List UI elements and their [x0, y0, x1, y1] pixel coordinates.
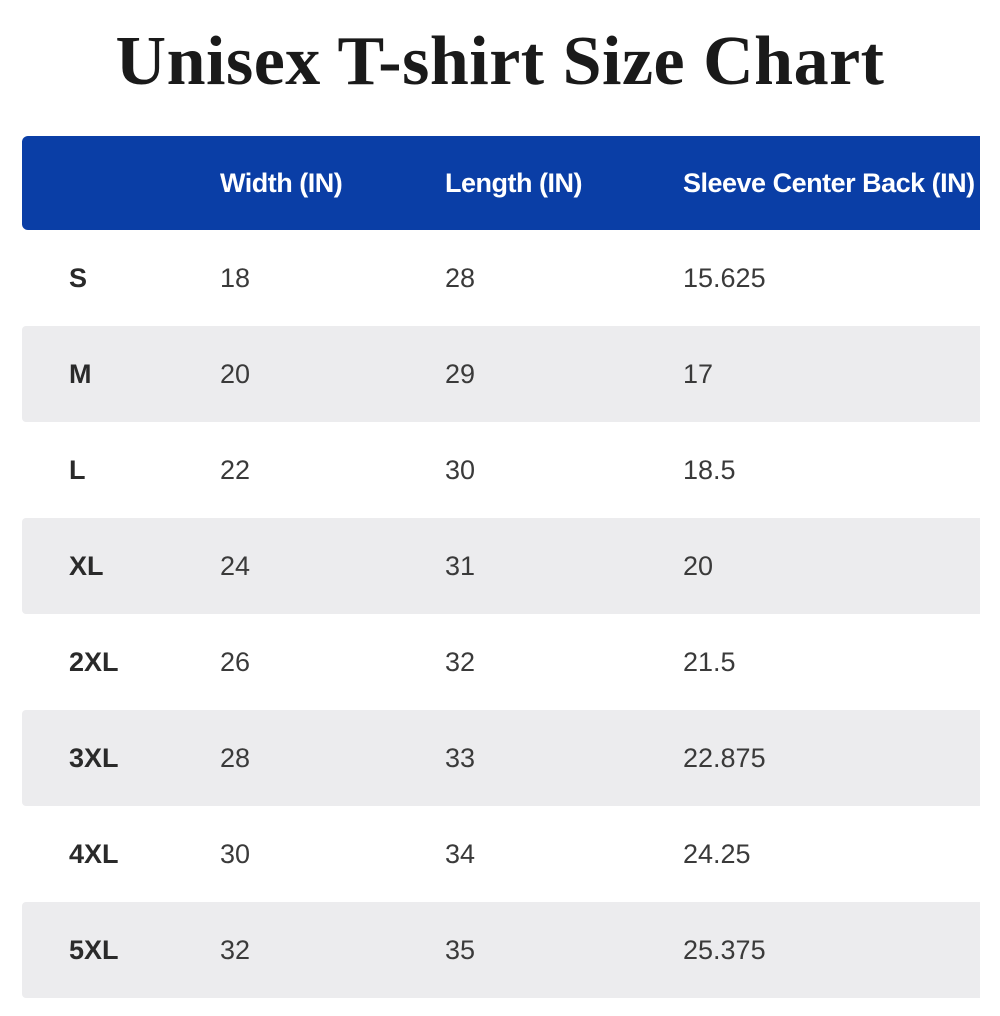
length-cell: 31 — [445, 551, 476, 581]
size-cell: 3XL — [69, 743, 119, 773]
length-cell: 29 — [445, 359, 476, 389]
width-cell: 30 — [220, 839, 251, 869]
size-cell: 5XL — [69, 935, 119, 965]
size-cell: L — [69, 455, 86, 485]
sleeve-cell: 15.625 — [683, 263, 766, 293]
width-cell: 26 — [220, 647, 251, 677]
sleeve-cell: 21.5 — [683, 647, 736, 677]
table-row: L 22 30 18.5 — [22, 422, 980, 518]
length-cell: 33 — [445, 743, 476, 773]
table-row: S 18 28 15.625 — [22, 230, 980, 326]
header-length: Length (IN) — [445, 168, 582, 198]
length-cell: 28 — [445, 263, 476, 293]
size-cell: XL — [69, 551, 104, 581]
table-row: 2XL 26 32 21.5 — [22, 614, 980, 710]
size-chart-table: Width (IN) Length (IN) Sleeve Center Bac… — [22, 136, 980, 998]
width-cell: 24 — [220, 551, 251, 581]
sleeve-cell: 25.375 — [683, 935, 766, 965]
size-cell: S — [69, 263, 88, 293]
length-cell: 34 — [445, 839, 476, 869]
sleeve-cell: 17 — [683, 359, 714, 389]
length-cell: 32 — [445, 647, 476, 677]
sleeve-cell: 24.25 — [683, 839, 751, 869]
size-cell: M — [69, 359, 92, 389]
width-cell: 32 — [220, 935, 251, 965]
sleeve-cell: 18.5 — [683, 455, 736, 485]
table-row: M 20 29 17 — [22, 326, 980, 422]
size-cell: 2XL — [69, 647, 119, 677]
table-row: 3XL 28 33 22.875 — [22, 710, 980, 806]
size-cell: 4XL — [69, 839, 119, 869]
header-sleeve: Sleeve Center Back (IN) — [683, 168, 975, 198]
width-cell: 28 — [220, 743, 251, 773]
width-cell: 18 — [220, 263, 251, 293]
length-cell: 35 — [445, 935, 476, 965]
width-cell: 22 — [220, 455, 251, 485]
width-cell: 20 — [220, 359, 251, 389]
table-header-row: Width (IN) Length (IN) Sleeve Center Bac… — [22, 136, 980, 230]
page-title: Unisex T-shirt Size Chart — [115, 23, 885, 100]
sleeve-cell: 20 — [683, 551, 714, 581]
length-cell: 30 — [445, 455, 476, 485]
header-width: Width (IN) — [220, 168, 343, 198]
sleeve-cell: 22.875 — [683, 743, 766, 773]
table-row: 5XL 32 35 25.375 — [22, 902, 980, 998]
table-row: 4XL 30 34 24.25 — [22, 806, 980, 902]
table-row: XL 24 31 20 — [22, 518, 980, 614]
